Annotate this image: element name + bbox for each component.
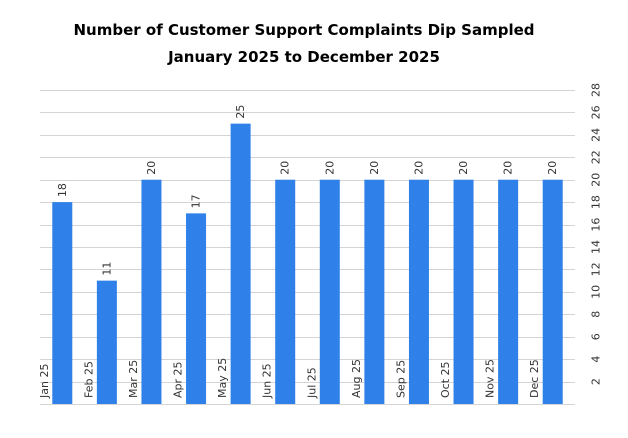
y-tick-label: 22: [590, 150, 603, 164]
bar: [141, 179, 162, 404]
bar: [186, 213, 207, 404]
bar: [275, 179, 296, 404]
bar-value-label: 20: [323, 161, 336, 175]
x-tick-label: Jul 25: [305, 367, 318, 399]
y-tick-label: 4: [590, 356, 603, 363]
x-tick-label: Mar 25: [127, 360, 140, 398]
gridlines: [40, 90, 575, 405]
bar-value-label: 17: [190, 194, 203, 208]
x-tick-label: Apr 25: [172, 361, 185, 398]
y-tick-label: 26: [590, 105, 603, 119]
y-tick-label: 28: [590, 83, 603, 97]
y-tick-label: 8: [590, 311, 603, 318]
bar: [52, 202, 73, 404]
bar: [542, 179, 563, 404]
y-tick-label: 18: [590, 195, 603, 209]
y-tick-label: 2: [590, 378, 603, 385]
y-tick-label: 24: [590, 128, 603, 142]
bar-value-label: 20: [546, 161, 559, 175]
bar-value-label: 20: [279, 161, 292, 175]
bar: [498, 179, 519, 404]
bar-value-label: 20: [368, 161, 381, 175]
bar-value-label: 20: [502, 161, 515, 175]
bar: [364, 179, 385, 404]
x-tick-label: Dec 25: [528, 359, 541, 398]
x-tick-label: Jan 25: [38, 364, 51, 399]
y-tick-label: 12: [590, 262, 603, 276]
bar: [319, 179, 340, 404]
y-tick-label: 20: [590, 173, 603, 187]
bar-value-label: 11: [100, 262, 113, 276]
chart-title-line-2: January 2025 to December 2025: [167, 48, 440, 66]
bar: [453, 179, 474, 404]
bar-value-label: 25: [234, 105, 247, 119]
y-tick-label: 6: [590, 333, 603, 340]
x-tick-label: Sep 25: [394, 360, 407, 398]
x-tick-label: Nov 25: [484, 359, 497, 398]
y-tick-label: 16: [590, 218, 603, 232]
bar: [96, 280, 117, 404]
bar-value-label: 20: [412, 161, 425, 175]
x-tick-label: Jun 25: [261, 363, 274, 399]
bars: [52, 123, 563, 405]
bar: [230, 123, 251, 405]
bar: [408, 179, 429, 404]
x-tick-label: May 25: [216, 358, 229, 398]
chart-title-line-1: Number of Customer Support Complaints Di…: [74, 21, 535, 39]
x-tick-label: Feb 25: [82, 361, 95, 398]
bar-value-label: 20: [457, 161, 470, 175]
x-tick-label: Aug 25: [350, 359, 363, 398]
y-tick-label: 10: [590, 285, 603, 299]
bar-value-label: 20: [145, 161, 158, 175]
y-tick-label: 14: [590, 240, 603, 254]
bar-value-label: 18: [56, 183, 69, 197]
x-tick-label: Oct 25: [439, 361, 452, 398]
